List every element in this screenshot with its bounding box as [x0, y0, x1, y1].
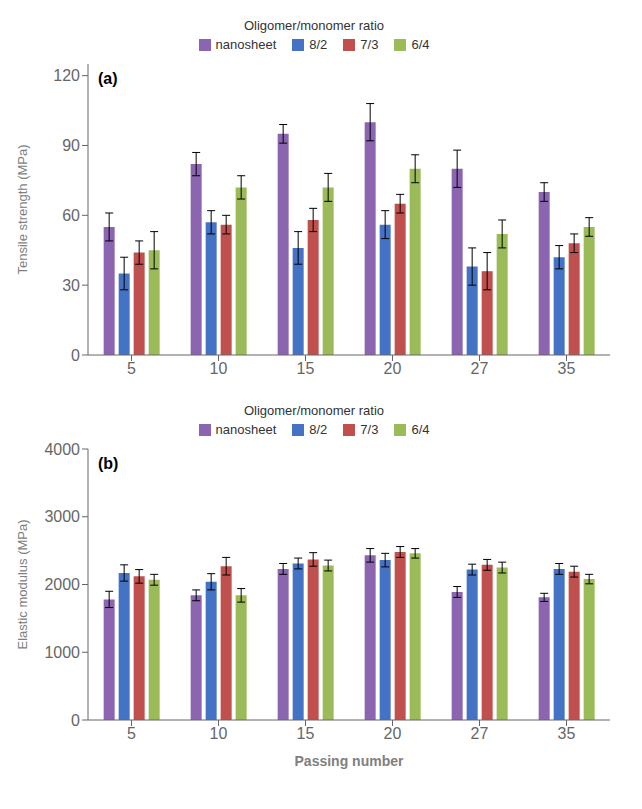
html-text:8/2: 8/2: [309, 37, 328, 52]
html-text:(a): (a): [98, 70, 118, 87]
svg-text:1000: 1000: [44, 644, 80, 661]
html-text:8/2: 8/2: [309, 422, 328, 437]
html-text:6/4: 6/4: [411, 37, 430, 52]
svg-text:35: 35: [558, 725, 576, 742]
svg-text:27: 27: [471, 360, 489, 377]
svg-text:Passing number: Passing number: [295, 753, 404, 769]
svg-text:Elastic modulus (MPa): Elastic modulus (MPa): [15, 519, 30, 649]
svg-text:20: 20: [384, 725, 402, 742]
svg-text:5: 5: [127, 725, 136, 742]
svg-text:35: 35: [558, 360, 576, 377]
svg-text:3000: 3000: [44, 508, 80, 525]
svg-text:10: 10: [210, 360, 228, 377]
html-text:nanosheet: nanosheet: [215, 422, 277, 437]
svg-text:15: 15: [297, 725, 315, 742]
svg-text:4000: 4000: [44, 441, 80, 458]
html-text:(b): (b): [98, 455, 119, 472]
html-text:Oligomer/monomer ratio: Oligomer/monomer ratio: [243, 18, 385, 33]
svg-text:20: 20: [384, 360, 402, 377]
html-text:nanosheet: nanosheet: [215, 37, 277, 52]
svg-text:27: 27: [471, 725, 489, 742]
svg-text:90: 90: [62, 137, 80, 154]
svg-text:2000: 2000: [44, 576, 80, 593]
svg-text:Tensile strength (MPa): Tensile strength (MPa): [15, 144, 30, 274]
html-text:7/3: 7/3: [360, 37, 379, 52]
svg-text:30: 30: [62, 277, 80, 294]
svg-text:0: 0: [71, 712, 80, 729]
svg-text:10: 10: [210, 725, 228, 742]
html-text:7/3: 7/3: [360, 422, 379, 437]
svg-text:120: 120: [53, 67, 80, 84]
svg-text:0: 0: [71, 347, 80, 364]
html-text:6/4: 6/4: [411, 422, 430, 437]
html-text:Oligomer/monomer ratio: Oligomer/monomer ratio: [243, 403, 385, 418]
svg-text:60: 60: [62, 207, 80, 224]
svg-text:5: 5: [127, 360, 136, 377]
svg-text:15: 15: [297, 360, 315, 377]
